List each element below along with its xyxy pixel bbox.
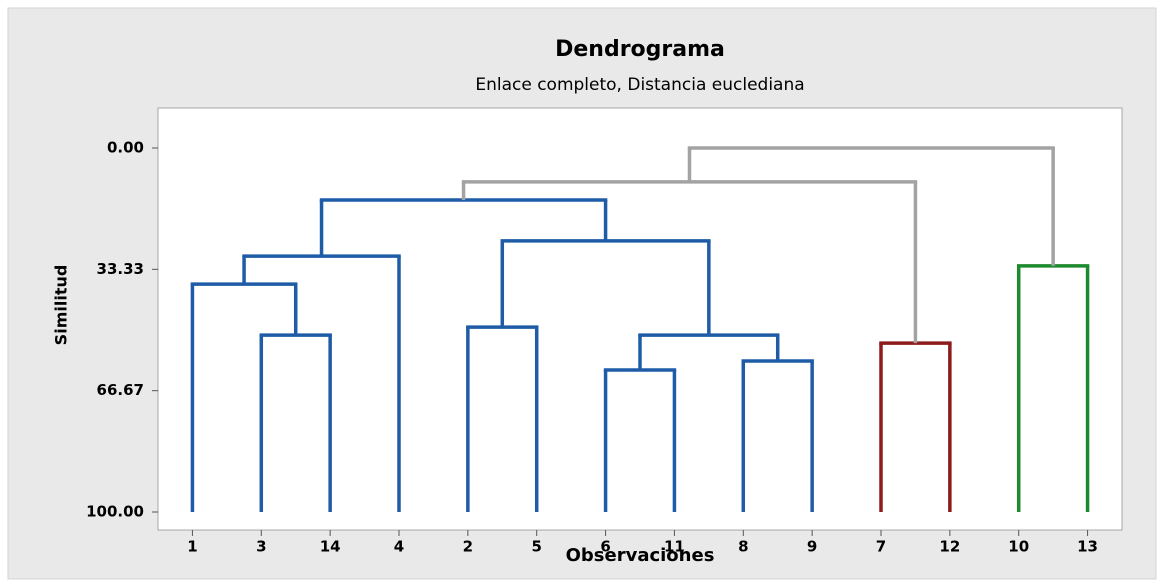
leaf-label: 6 bbox=[600, 538, 610, 556]
chart-subtitle: Enlace completo, Distancia euclediana bbox=[475, 75, 804, 95]
leaf-label: 13 bbox=[1077, 538, 1098, 556]
leaf-label: 4 bbox=[394, 538, 404, 556]
y-axis-label: Similitud bbox=[52, 265, 71, 346]
leaf-label: 9 bbox=[807, 538, 817, 556]
leaf-label: 14 bbox=[320, 538, 341, 556]
y-tick-label: 0.00 bbox=[107, 139, 144, 157]
y-tick-label: 66.67 bbox=[97, 381, 144, 399]
x-axis-label: Observaciones bbox=[566, 545, 715, 566]
leaf-label: 1 bbox=[187, 538, 197, 556]
y-tick-label: 33.33 bbox=[97, 260, 144, 278]
leaf-label: 12 bbox=[939, 538, 960, 556]
leaf-label: 5 bbox=[531, 538, 541, 556]
chart-title: Dendrograma bbox=[555, 37, 725, 62]
leaf-label: 8 bbox=[738, 538, 748, 556]
leaf-label: 7 bbox=[876, 538, 886, 556]
plot-area bbox=[157, 107, 1123, 531]
y-tick-label: 100.00 bbox=[86, 503, 144, 521]
leaf-label: 10 bbox=[1008, 538, 1029, 556]
leaf-label: 3 bbox=[256, 538, 266, 556]
leaf-label: 2 bbox=[463, 538, 473, 556]
leaf-label: 11 bbox=[664, 538, 685, 556]
